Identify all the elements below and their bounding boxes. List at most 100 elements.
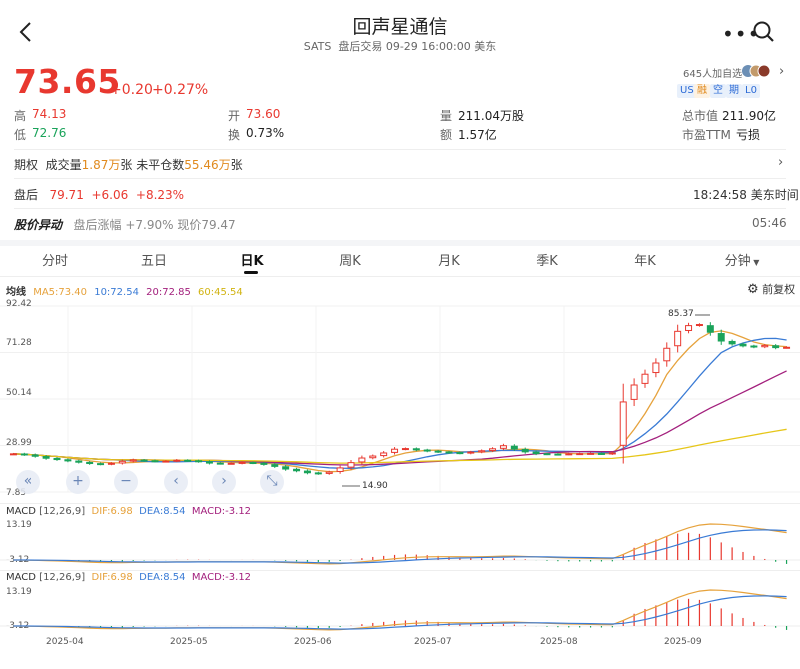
settings-gear-icon[interactable]: ⚙ bbox=[747, 282, 759, 297]
ma60-line bbox=[13, 428, 787, 464]
volume-value: 211.04万股 bbox=[458, 109, 524, 123]
candle-body bbox=[565, 453, 573, 456]
page-title: 回声星通信 bbox=[352, 16, 448, 38]
chevron-right-icon[interactable]: › bbox=[778, 155, 784, 170]
candle-body bbox=[249, 462, 257, 465]
candle-body bbox=[412, 448, 420, 451]
tab-yearly-k[interactable]: 年K bbox=[634, 254, 656, 269]
ma10-line bbox=[13, 337, 787, 469]
watcher-avatars[interactable] bbox=[742, 63, 774, 79]
open-value: 73.60 bbox=[246, 107, 281, 121]
scroll-left-end-icon[interactable]: « bbox=[16, 470, 40, 494]
divider bbox=[14, 149, 786, 150]
candle-body bbox=[630, 384, 638, 400]
more-dots-icon[interactable]: ••• bbox=[722, 22, 761, 46]
candle-body bbox=[391, 448, 399, 453]
divider bbox=[14, 178, 786, 179]
candle-body bbox=[195, 460, 203, 463]
dea-line bbox=[13, 595, 787, 630]
candle-body bbox=[347, 462, 355, 468]
candle-body bbox=[532, 451, 540, 455]
pe-label: 市盈TTM bbox=[682, 128, 731, 142]
x-tick-label: 2025-04 bbox=[46, 637, 84, 647]
tab-intraday[interactable]: 分时 bbox=[41, 254, 69, 269]
candle-body bbox=[282, 466, 290, 470]
candle-body bbox=[761, 344, 769, 348]
candle-body bbox=[369, 455, 377, 459]
y-tick-label: 7.85 bbox=[6, 488, 27, 498]
market-cap-value: 211.90亿 bbox=[722, 109, 776, 123]
candle-body bbox=[173, 459, 181, 462]
candle-body bbox=[140, 459, 148, 462]
x-tick-label: 2025-08 bbox=[540, 637, 578, 647]
macd-ymax: 13.19 bbox=[6, 587, 32, 597]
candle-body bbox=[456, 452, 464, 455]
candle-body bbox=[238, 461, 246, 464]
period-tabs: 分时 五日 日K 周K 月K 季K 年K 分钟 ▼ bbox=[0, 250, 800, 274]
options-row[interactable]: 期权 成交量1.87万张 未平仓数55.46万张 bbox=[14, 158, 243, 172]
divider bbox=[0, 276, 800, 277]
margin-badge: 融 bbox=[694, 84, 710, 98]
tab-quarterly-k[interactable]: 季K bbox=[536, 254, 558, 269]
watchers-count[interactable]: 645人加自选 bbox=[683, 69, 743, 80]
chevron-right-icon[interactable]: › bbox=[779, 64, 785, 79]
back-arrow-icon[interactable] bbox=[14, 20, 38, 44]
price-change: +0.20 bbox=[110, 82, 153, 98]
options-badge: 期 bbox=[726, 84, 742, 98]
turnover-label: 换 bbox=[228, 128, 241, 142]
candle-body bbox=[543, 453, 551, 456]
candle-body bbox=[20, 453, 28, 456]
candle-body bbox=[31, 454, 39, 457]
candlestick-chart[interactable] bbox=[0, 296, 800, 500]
candle-body bbox=[303, 470, 311, 474]
candle-body bbox=[271, 464, 279, 467]
y-tick-label: 92.42 bbox=[6, 299, 32, 309]
scroll-left-icon[interactable]: ‹ bbox=[164, 470, 188, 494]
candle-body bbox=[619, 401, 627, 446]
x-tick-label: 2025-07 bbox=[414, 637, 452, 647]
tab-monthly-k[interactable]: 月K bbox=[438, 254, 460, 269]
tab-weekly-k[interactable]: 周K bbox=[339, 254, 361, 269]
min-annotation: 14.90 bbox=[362, 481, 388, 491]
candle-body bbox=[641, 373, 649, 384]
candle-body bbox=[750, 345, 758, 348]
after-hours-time: 18:24:58 美东时间 bbox=[693, 188, 799, 202]
candle-body bbox=[227, 462, 235, 465]
candle-body bbox=[728, 340, 736, 345]
scroll-right-icon[interactable]: › bbox=[212, 470, 236, 494]
dea-line bbox=[13, 529, 787, 564]
tab-minute[interactable]: 分钟 ▼ bbox=[724, 254, 760, 269]
candle-body bbox=[554, 453, 562, 456]
zoom-in-icon[interactable]: + bbox=[66, 470, 90, 494]
candle-body bbox=[205, 461, 213, 464]
candle-body bbox=[9, 453, 17, 456]
zoom-out-icon[interactable]: − bbox=[114, 470, 138, 494]
search-icon[interactable] bbox=[752, 20, 776, 44]
max-annotation: 85.37 bbox=[668, 309, 694, 319]
candle-body bbox=[576, 453, 584, 456]
last-price: 73.65 bbox=[14, 62, 121, 101]
candle-body bbox=[608, 452, 616, 455]
price-alert-row[interactable]: 股价异动 盘后涨幅 +7.90% 现价79.47 bbox=[14, 218, 236, 232]
candle-body bbox=[107, 462, 115, 465]
candle-body bbox=[118, 460, 126, 464]
candle-body bbox=[151, 460, 159, 463]
candle-body bbox=[499, 445, 507, 449]
candle-body bbox=[717, 333, 725, 342]
fullscreen-icon[interactable]: ⤡ bbox=[260, 470, 284, 494]
candle-body bbox=[445, 451, 453, 454]
section-gap bbox=[0, 240, 800, 246]
tab-five-day[interactable]: 五日 bbox=[140, 254, 168, 269]
alert-time: 05:46 bbox=[752, 216, 787, 230]
adjust-setting[interactable]: ⚙ 前复权 bbox=[747, 282, 796, 297]
candle-body bbox=[314, 472, 322, 475]
candle-body bbox=[510, 445, 518, 450]
candle-body bbox=[521, 448, 529, 453]
y-tick-label: 50.14 bbox=[6, 388, 32, 398]
tab-daily-k[interactable]: 日K bbox=[240, 254, 264, 269]
low-value: 72.76 bbox=[32, 126, 67, 140]
ma-legend: 均线 MA5:73.40 10:72.54 20:72.85 60:45.54 bbox=[6, 287, 243, 298]
macd-chart bbox=[0, 523, 800, 565]
candle-body bbox=[75, 460, 83, 463]
candle-body bbox=[97, 463, 105, 466]
